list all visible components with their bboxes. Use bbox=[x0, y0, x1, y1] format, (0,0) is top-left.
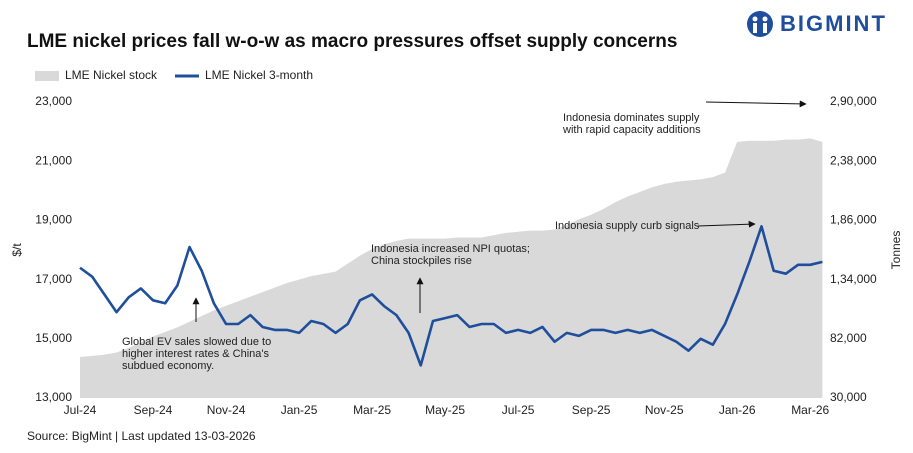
x-tick-label: Jul-24 bbox=[64, 403, 97, 417]
x-tick-label: Sep-24 bbox=[134, 403, 173, 417]
y-tick-label: 17,000 bbox=[35, 272, 72, 286]
y2-tick-label: 30,000 bbox=[830, 390, 867, 404]
legend: LME Nickel stock LME Nickel 3-month bbox=[35, 68, 313, 82]
x-tick-label: Nov-24 bbox=[207, 403, 246, 417]
annotation-arrow bbox=[697, 220, 756, 228]
annotation: Indonesia dominates supply bbox=[563, 112, 700, 124]
source: Source: BigMint | Last updated 13-03-202… bbox=[27, 429, 256, 443]
legend-label: LME Nickel stock bbox=[65, 68, 158, 82]
y-tick-label: 19,000 bbox=[35, 213, 72, 227]
price-line bbox=[79, 225, 823, 367]
plot bbox=[79, 138, 823, 398]
y-tick-label: 23,000 bbox=[35, 94, 72, 108]
y2-axis-title: Tonnes bbox=[889, 231, 903, 270]
x-tick-label: Jan-26 bbox=[719, 403, 756, 417]
legend-swatch bbox=[35, 71, 59, 81]
y-axis-title: $/t bbox=[10, 243, 24, 257]
annotation: subdued economy. bbox=[122, 360, 214, 372]
annotation: China stockpiles rise bbox=[371, 255, 472, 267]
legend-label: LME Nickel 3-month bbox=[205, 68, 313, 82]
y2-tick-label: 82,000 bbox=[830, 331, 867, 345]
y-tick-label: 21,000 bbox=[35, 153, 72, 167]
y-tick-label: 15,000 bbox=[35, 331, 72, 345]
annotation: Global EV sales slowed due to bbox=[122, 336, 271, 348]
x-tick-label: May-25 bbox=[425, 403, 465, 417]
x-tick-label: Mar-26 bbox=[791, 403, 829, 417]
x-tick-label: Jul-25 bbox=[502, 403, 535, 417]
y2-tick-label: 2,90,000 bbox=[830, 94, 877, 108]
annotation: Indonesia supply curb signals bbox=[555, 220, 700, 232]
y-tick-label: 13,000 bbox=[35, 390, 72, 404]
logo: BIGMINT bbox=[747, 11, 887, 37]
y2-tick-label: 1,86,000 bbox=[830, 213, 877, 227]
annotation: Indonesia increased NPI quotas; bbox=[371, 243, 530, 255]
annotation-arrow bbox=[705, 100, 807, 108]
annotation: higher interest rates & China's bbox=[122, 348, 270, 360]
brand: BIGMINT bbox=[780, 11, 887, 36]
chart-title: LME nickel prices fall w-o-w as macro pr… bbox=[27, 31, 677, 52]
x-tick-label: Nov-25 bbox=[645, 403, 684, 417]
y2-tick-label: 2,38,000 bbox=[830, 153, 877, 167]
x-tick-label: Jan-25 bbox=[281, 403, 318, 417]
annotation: with rapid capacity additions bbox=[562, 124, 701, 136]
x-tick-label: Sep-25 bbox=[572, 403, 611, 417]
x-tick-label: Mar-25 bbox=[353, 403, 391, 417]
y2-tick-label: 1,34,000 bbox=[830, 272, 877, 286]
